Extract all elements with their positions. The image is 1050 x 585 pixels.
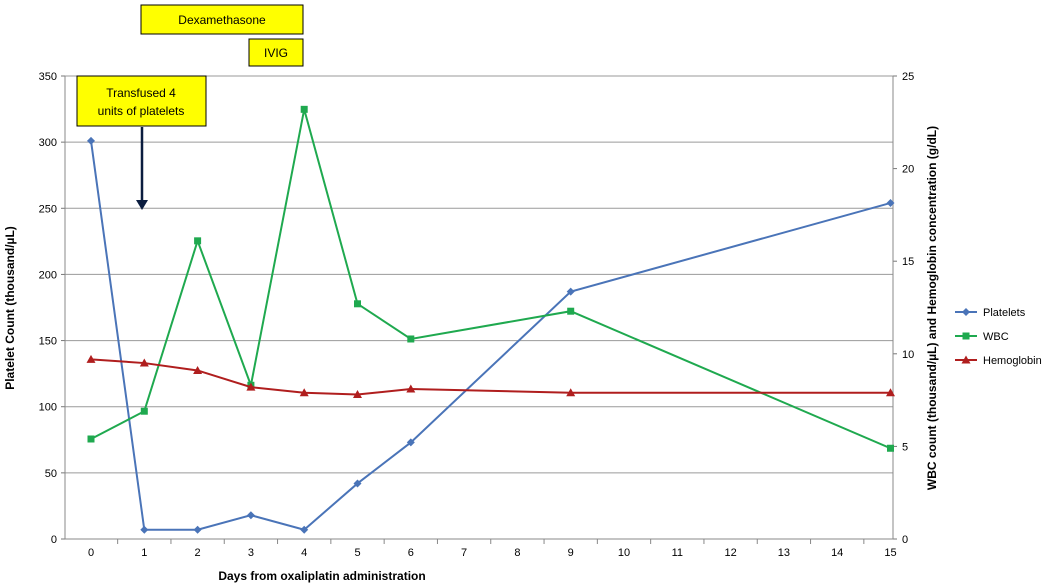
wbc-point-day-6: [407, 335, 415, 343]
left-tick-label-300: 300: [39, 137, 57, 149]
hemoglobin-point-day-2: [193, 365, 203, 374]
x-tick-label-9: 9: [568, 547, 574, 559]
annotations: Dexamethasone IVIG Transfused 4 units of…: [76, 4, 304, 210]
hemoglobin-point-day-4: [299, 388, 309, 397]
right-tick-label-0: 0: [902, 534, 908, 546]
hemoglobin-point-day-9: [566, 388, 576, 397]
x-tick-label-10: 10: [618, 547, 630, 559]
x-tick-label-2: 2: [195, 547, 201, 559]
hemoglobin-point-day-6: [406, 384, 416, 393]
transfused-box: [76, 75, 207, 127]
platelets-series-line: [90, 140, 891, 531]
legend-label-platelets: Platelets: [983, 307, 1026, 319]
x-tick-label-3: 3: [248, 547, 254, 559]
ivig-label: IVIG: [264, 46, 288, 60]
hemoglobin-point-day-1: [139, 358, 149, 367]
hemoglobin-point-day-5: [353, 390, 362, 399]
legend-label-wbc: WBC: [983, 331, 1009, 343]
right-tick-label-20: 20: [902, 164, 914, 176]
right-tick-label-10: 10: [902, 349, 914, 361]
left-tick-label-100: 100: [39, 402, 57, 414]
x-tick-label-15: 15: [884, 547, 896, 559]
dexamethasone-box: [140, 4, 304, 35]
hemoglobin-point-day-3: [246, 382, 256, 391]
wbc-point-day-2: [194, 237, 202, 245]
x-tick-label-6: 6: [408, 547, 414, 559]
platelets-point-day-2: [193, 525, 202, 534]
right-tick-label-25: 25: [902, 71, 914, 83]
left-tick-label-350: 350: [39, 71, 57, 83]
x-tick-label-7: 7: [461, 547, 467, 559]
platelets-point-day-15: [886, 198, 895, 207]
hemoglobin-point-day-0: [86, 354, 96, 363]
axes: [61, 75, 897, 544]
platelets-point-day-9: [566, 287, 575, 296]
right-y-axis-title: WBC count (thousand/µL) and Hemoglobin c…: [925, 126, 939, 490]
left-tick-label-0: 0: [51, 534, 57, 546]
left-tick-label-50: 50: [45, 468, 57, 480]
wbc-point-day-1: [140, 407, 148, 415]
right-tick-label-15: 15: [902, 256, 914, 268]
x-tick-label-1: 1: [141, 547, 147, 559]
hemoglobin-point-day-15: [886, 388, 895, 397]
left-tick-label-200: 200: [39, 269, 57, 281]
legend-marker-platelets: [962, 308, 970, 316]
platelets-point-day-4: [300, 525, 309, 534]
platelets-point-day-5: [353, 479, 362, 488]
x-tick-label-5: 5: [354, 547, 360, 559]
platelets-point-day-1: [140, 525, 149, 534]
legend-label-hemoglobin: Hemoglobin: [983, 355, 1042, 367]
left-y-axis-title: Platelet Count (thousand/µL): [3, 226, 17, 390]
left-y-tick-labels: 0 50 100 150 200 250 300 350: [39, 71, 57, 546]
ivig-box: [248, 38, 304, 67]
transfusion-arrow-head: [136, 200, 148, 210]
hemoglobin-series-line: [90, 358, 891, 396]
x-tick-label-14: 14: [831, 547, 843, 559]
wbc-point-day-9: [567, 307, 575, 315]
legend-marker-wbc: [962, 332, 970, 340]
series-layer: [86, 105, 895, 534]
gridlines: [65, 75, 893, 474]
right-y-tick-labels: 0 5 10 15 20 25: [902, 71, 914, 546]
left-tick-label-150: 150: [39, 336, 57, 348]
x-tick-label-0: 0: [88, 547, 94, 559]
x-axis-title: Days from oxaliplatin administration: [218, 569, 425, 583]
dexamethasone-label: Dexamethasone: [178, 13, 266, 27]
wbc-series-line: [90, 109, 891, 450]
transfused-label-line1: Transfused 4: [106, 86, 176, 100]
legend-marker-hemoglobin: [961, 355, 971, 364]
legend: Platelets WBC Hemoglobin: [955, 307, 1042, 367]
x-tick-label-8: 8: [514, 547, 520, 559]
right-tick-label-5: 5: [902, 441, 908, 453]
x-tick-label-13: 13: [778, 547, 790, 559]
platelets-point-day-6: [406, 438, 415, 447]
wbc-point-day-0: [87, 435, 95, 443]
wbc-point-day-5: [354, 300, 361, 308]
x-tick-labels: 0 1 2 3 4 5 6 7 8 9 10 11 12 13 14 15: [88, 547, 897, 559]
wbc-point-day-15: [887, 444, 894, 452]
x-tick-label-11: 11: [672, 547, 683, 559]
platelets-point-day-0: [87, 136, 95, 145]
x-tick-label-12: 12: [724, 547, 736, 559]
x-tick-label-4: 4: [301, 547, 307, 559]
platelets-point-day-3: [246, 511, 255, 520]
left-tick-label-250: 250: [39, 203, 57, 215]
transfused-label-line2: units of platelets: [98, 104, 185, 118]
wbc-point-day-4: [300, 105, 308, 113]
